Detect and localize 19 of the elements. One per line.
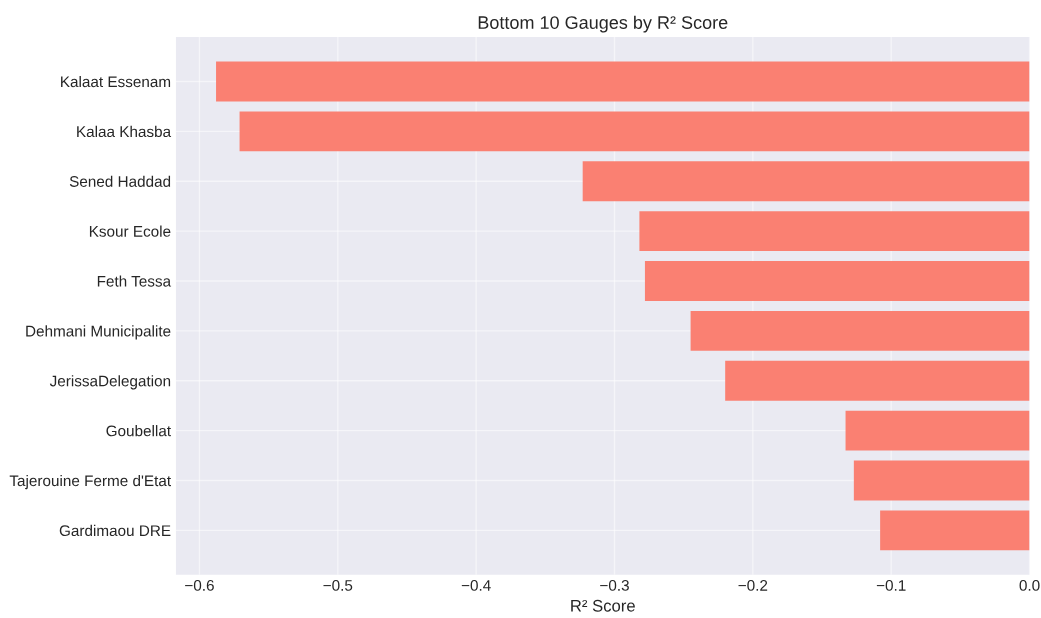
y-tick-label: Sened Haddad <box>69 175 171 187</box>
x-tick-label: −0.1 <box>876 580 906 591</box>
x-tick-label: −0.4 <box>461 580 491 591</box>
y-tick-label: JerissaDelegation <box>49 375 171 390</box>
y-tick-label: Gardimaou DRE <box>59 524 171 537</box>
y-tick-label: Goubellat <box>106 425 171 437</box>
x-axis-title: R² Score <box>571 599 635 612</box>
x-tick-label: −0.3 <box>600 580 629 591</box>
y-tick-label: Dehmani Municipalite <box>26 325 171 340</box>
y-tick-label: Kalaat Essenam <box>61 75 171 88</box>
x-tick-label: −0.2 <box>738 580 768 591</box>
y-tick-label: Tajerouine Ferme d'Etat <box>9 474 171 490</box>
x-tick-label: 0.0 <box>1019 580 1040 591</box>
chart-title: Bottom 10 Gauges by R² Score <box>478 15 728 33</box>
y-tick-label: Feth Tessa <box>97 275 172 287</box>
y-tick-label: Ksour Ecole <box>89 225 171 237</box>
x-tick-label: −0.6 <box>185 580 214 591</box>
x-tick-label: −0.5 <box>323 580 353 591</box>
y-tick-label: Kalaa Khasba <box>77 125 172 138</box>
